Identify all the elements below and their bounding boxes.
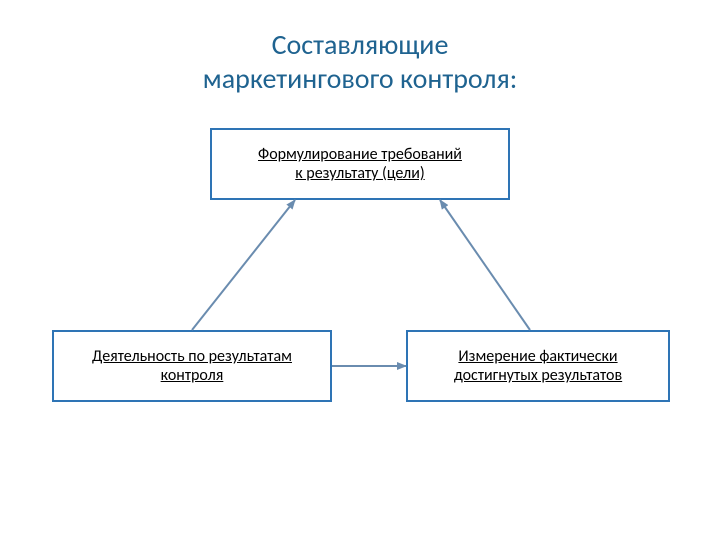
node-br-line2: достигнутых результатов (454, 366, 622, 385)
node-bl-line1: Деятельность по результатам (92, 347, 292, 366)
arrow-bottom_left_top-to-top_leftcorner (192, 200, 295, 330)
node-bottom-right: Измерение фактически достигнутых результ… (406, 330, 670, 402)
diagram-title: Составляющие маркетингового контроля: (0, 28, 720, 96)
node-top-line2: к результату (цели) (258, 164, 462, 183)
title-line-1: Составляющие (0, 28, 720, 62)
node-br-line1: Измерение фактически (454, 347, 622, 366)
node-top: Формулирование требований к результату (… (210, 128, 510, 200)
node-bottom-left: Деятельность по результатам контроля (52, 330, 332, 402)
title-line-2: маркетингового контроля: (0, 62, 720, 96)
node-top-line1: Формулирование требований (258, 145, 462, 164)
node-bl-line2: контроля (92, 366, 292, 385)
arrow-bottom_right_top-to-top_rightcorner (440, 200, 530, 330)
